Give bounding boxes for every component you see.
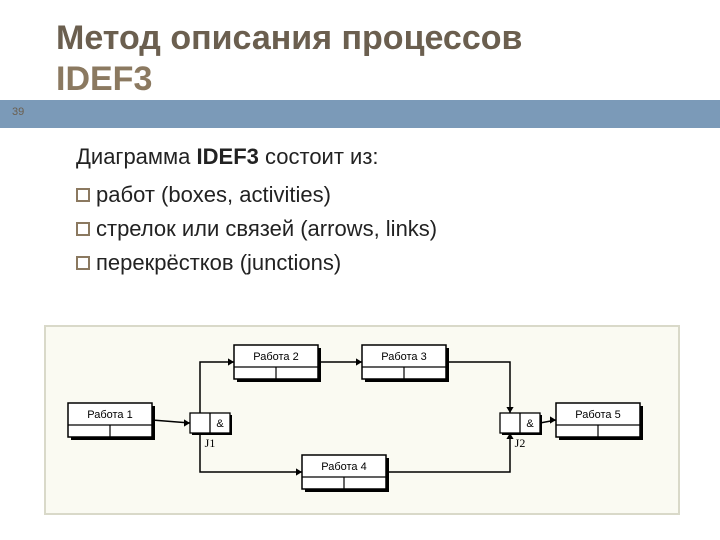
intro-bold: IDEF3 xyxy=(197,144,259,169)
content-block: Диаграмма IDEF3 состоит из: работ (boxes… xyxy=(76,140,680,280)
page-number: 39 xyxy=(12,106,24,118)
slide-title: Метод описания процессов IDEF3 xyxy=(56,18,522,100)
flowchart: Работа 1 Работа 2 Работа 3 Работа 4 Работа 5… xyxy=(46,327,682,517)
bullet-item: перекрёстков (junctions) xyxy=(76,246,680,280)
svg-text:Работа 5: Работа 5 xyxy=(575,409,620,421)
svg-text:Работа 4: Работа 4 xyxy=(321,461,366,473)
bullet-item: работ (boxes, activities) xyxy=(76,178,680,212)
title-line1: Метод описания процессов xyxy=(56,19,522,57)
svg-text:&: & xyxy=(526,418,534,430)
bullet-item: стрелок или связей (arrows, links) xyxy=(76,212,680,246)
bullet-list: работ (boxes, activities) стрелок или св… xyxy=(76,178,680,280)
diagram-area: Работа 1 Работа 2 Работа 3 Работа 4 Работа 5… xyxy=(44,325,680,515)
svg-text:J1: J1 xyxy=(205,436,216,450)
intro-prefix: Диаграмма xyxy=(76,144,197,169)
svg-text:&: & xyxy=(216,418,224,430)
header-band xyxy=(0,100,720,128)
svg-text:Работа 3: Работа 3 xyxy=(381,351,426,363)
svg-text:J2: J2 xyxy=(515,436,526,450)
svg-text:Работа 1: Работа 1 xyxy=(87,409,132,421)
title-line2: IDEF3 xyxy=(56,60,152,98)
intro-line: Диаграмма IDEF3 состоит из: xyxy=(76,140,680,174)
svg-text:Работа 2: Работа 2 xyxy=(253,351,298,363)
intro-suffix: состоит из: xyxy=(259,144,379,169)
